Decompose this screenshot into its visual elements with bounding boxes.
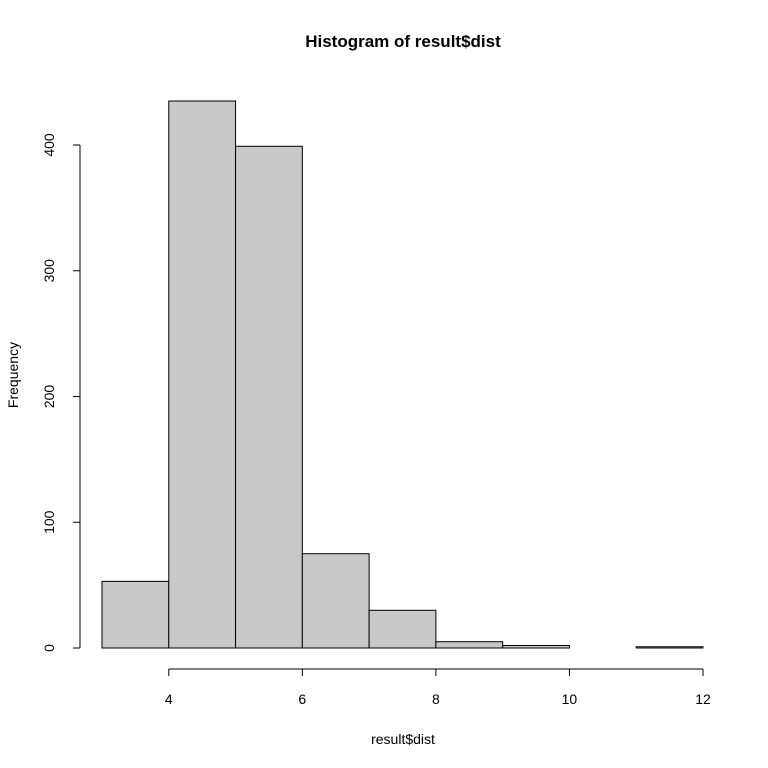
histogram-bar-1 (168, 100, 237, 649)
bars-group (101, 100, 704, 649)
x-tick-label-0: 4 (165, 691, 173, 707)
x-tick-label-4: 12 (695, 691, 711, 707)
histogram-bar-6 (502, 644, 570, 649)
x-tick-label-2: 8 (432, 691, 440, 707)
histogram-bar-0 (101, 580, 170, 649)
x-tick-label-1: 6 (298, 691, 306, 707)
chart-title: Histogram of result$dist (305, 32, 501, 51)
histogram-bar-5 (435, 641, 504, 649)
y-tick-label-0: 0 (41, 644, 57, 652)
y-axis: 0 100 200 300 400 (41, 133, 81, 652)
y-tick-label-2: 200 (41, 385, 57, 409)
histogram-bar-3 (301, 553, 370, 649)
histogram-bar-2 (235, 145, 303, 649)
histogram-bar-4 (368, 609, 437, 649)
y-tick-label-3: 300 (41, 259, 57, 283)
histogram-bar-8 (635, 646, 704, 649)
x-axis: 4 6 8 10 12 (165, 668, 711, 707)
x-axis-label: result$dist (371, 731, 435, 747)
x-tick-label-3: 10 (562, 691, 578, 707)
y-axis-label: Frequency (5, 342, 21, 408)
y-tick-label-1: 100 (41, 510, 57, 534)
y-tick-label-4: 400 (41, 133, 57, 157)
